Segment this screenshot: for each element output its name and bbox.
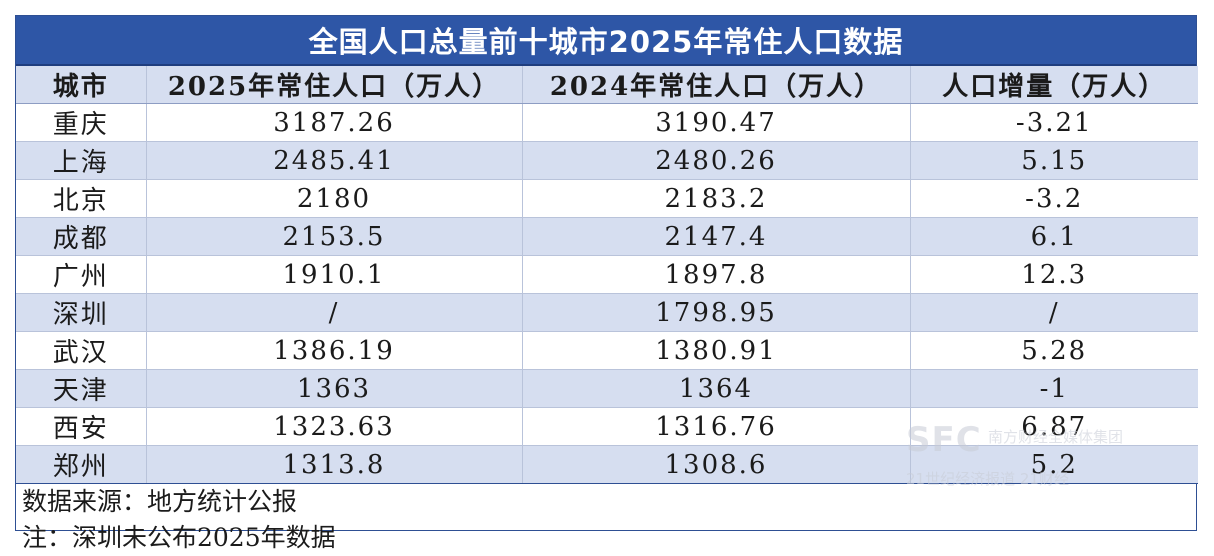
cell-2024: 1308.6: [521, 445, 910, 484]
cell-2025: 1323.63: [145, 407, 522, 446]
cell-change: 6.87: [909, 407, 1198, 446]
cell-2024: 2147.4: [521, 217, 910, 256]
cell-change: 6.1: [909, 217, 1198, 256]
cell-2025: 1386.19: [145, 331, 522, 370]
table-row: 郑州 1313.8 1308.6 5.2: [16, 445, 1198, 484]
header-city: 城市: [16, 66, 146, 104]
cell-2025: /: [145, 293, 522, 332]
footnotes: 数据来源：地方统计公报 注：深圳未公布2025年数据: [16, 484, 1196, 556]
cell-change: 5.2: [909, 445, 1198, 484]
cell-2025: 2153.5: [145, 217, 522, 256]
cell-2024: 2480.26: [521, 141, 910, 180]
cell-change: 5.28: [909, 331, 1198, 370]
cell-city: 西安: [16, 407, 146, 446]
cell-2024: 1364: [521, 369, 910, 408]
table-row: 武汉 1386.19 1380.91 5.28: [16, 331, 1198, 370]
table-title: 全国人口总量前十城市2025年常住人口数据: [16, 16, 1196, 66]
cell-2025: 2485.41: [145, 141, 522, 180]
shenzhen-note: 注：深圳未公布2025年数据: [22, 523, 336, 552]
cell-city: 天津: [16, 369, 146, 408]
cell-2024: 1316.76: [521, 407, 910, 446]
table-row: 重庆 3187.26 3190.47 -3.21: [16, 103, 1198, 142]
cell-2024: 1380.91: [521, 331, 910, 370]
header-change: 人口增量（万人）: [909, 66, 1198, 104]
cell-city: 郑州: [16, 445, 146, 484]
header-2024: 2024年常住人口（万人）: [521, 66, 910, 104]
cell-city: 重庆: [16, 103, 146, 142]
cell-2024: 1798.95: [521, 293, 910, 332]
cell-city: 上海: [16, 141, 146, 180]
header-row: 城市 2025年常住人口（万人） 2024年常住人口（万人） 人口增量（万人）: [16, 66, 1198, 104]
cell-city: 成都: [16, 217, 146, 256]
data-table-frame: 全国人口总量前十城市2025年常住人口数据 城市 2025年常住人口（万人） 2…: [15, 15, 1198, 552]
cell-city: 深圳: [16, 293, 146, 332]
cell-change: /: [909, 293, 1198, 332]
cell-change: 5.15: [909, 141, 1198, 180]
cell-change: -1: [909, 369, 1198, 408]
source-note: 数据来源：地方统计公报: [22, 487, 298, 516]
table-row: 北京 2180 2183.2 -3.2: [16, 179, 1198, 218]
table-row: 上海 2485.41 2480.26 5.15: [16, 141, 1198, 180]
cell-2025: 1313.8: [145, 445, 522, 484]
header-2025: 2025年常住人口（万人）: [145, 66, 522, 104]
table-row: 西安 1323.63 1316.76 6.87: [16, 407, 1198, 446]
cell-2025: 3187.26: [145, 103, 522, 142]
cell-city: 广州: [16, 255, 146, 294]
cell-city: 武汉: [16, 331, 146, 370]
table-row: 深圳 / 1798.95 /: [16, 293, 1198, 332]
cell-2025: 1910.1: [145, 255, 522, 294]
cell-change: -3.2: [909, 179, 1198, 218]
population-table: 城市 2025年常住人口（万人） 2024年常住人口（万人） 人口增量（万人） …: [16, 66, 1198, 484]
cell-2024: 1897.8: [521, 255, 910, 294]
cell-2025: 1363: [145, 369, 522, 408]
table-row: 天津 1363 1364 -1: [16, 369, 1198, 408]
table-row: 广州 1910.1 1897.8 12.3: [16, 255, 1198, 294]
cell-change: -3.21: [909, 103, 1198, 142]
cell-change: 12.3: [909, 255, 1198, 294]
cell-2024: 3190.47: [521, 103, 910, 142]
cell-city: 北京: [16, 179, 146, 218]
cell-2024: 2183.2: [521, 179, 910, 218]
cell-2025: 2180: [145, 179, 522, 218]
table-row: 成都 2153.5 2147.4 6.1: [16, 217, 1198, 256]
